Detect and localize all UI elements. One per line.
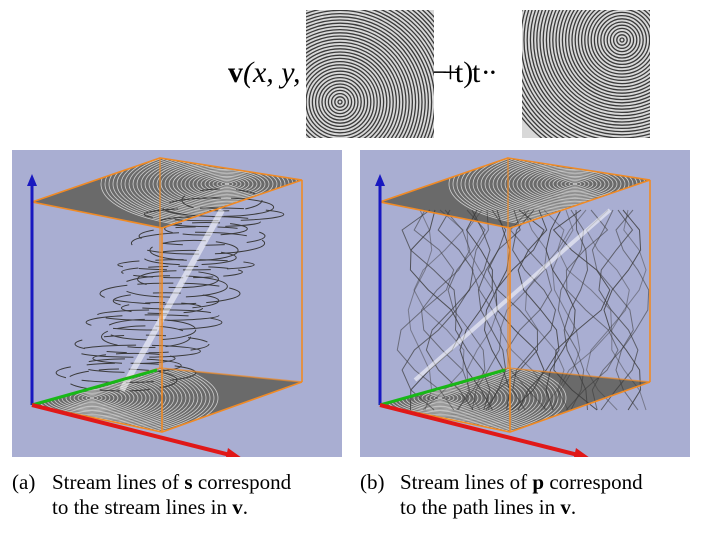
equation-plus: + <box>442 56 459 89</box>
panel-b-highlight-line <box>413 208 612 382</box>
caption-a: (a) Stream lines of s correspond to the s… <box>12 470 292 519</box>
flow-thumbnail-t1 <box>522 10 650 138</box>
panel-b-x-axis <box>379 403 583 457</box>
equation-row: v(x, y, t) = (1 − t) · + t · <box>0 10 702 138</box>
flow-thumbnail-t0 <box>306 10 434 138</box>
caption-b: (b) Stream lines of p correspond to the p… <box>360 470 643 519</box>
panel-b-visualization <box>360 150 690 457</box>
panel-a-y-axis <box>31 368 158 407</box>
panel-a-highlight-line <box>119 208 225 392</box>
panel-a-x-axis <box>31 403 235 457</box>
panel-b-y-axis <box>379 368 506 407</box>
equation-coef2: t · <box>472 56 498 89</box>
panel-a-visualization <box>12 150 342 457</box>
